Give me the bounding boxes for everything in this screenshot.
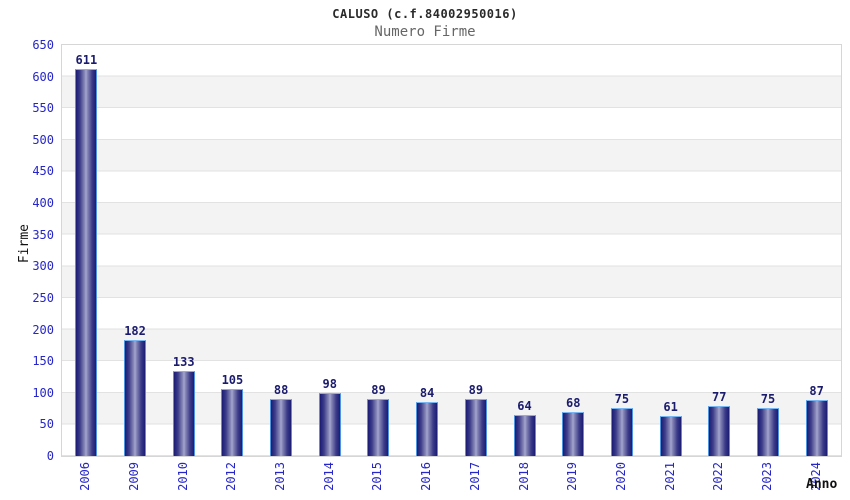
bar [562,412,585,456]
x-tick-label: 2015 [370,462,385,491]
bar-value-label: 89 [371,383,386,397]
bar [708,406,731,456]
x-tick-label: 2020 [613,462,628,491]
bar-value-label: 75 [760,392,776,406]
plot-area: 611 182 133 105 88 98 89 84 89 64 68 75 61 77 75 87 [61,44,842,457]
bar [610,408,633,456]
x-tick-label: 2009 [127,462,142,491]
x-axis-label: Anno [806,477,838,492]
x-tick-label: 2023 [759,462,774,491]
y-tick-label: 200 [32,322,54,337]
x-tick-label: 2013 [273,462,288,491]
x-tick-label: 2022 [711,462,726,491]
bar [221,389,244,456]
x-tick-label: 2006 [78,462,93,491]
bar-value-label: 105 [221,373,244,387]
bars-layer: 611 182 133 105 88 98 89 84 89 64 68 75 61 77 75 87 [62,45,841,456]
x-tick-label: 2017 [467,462,482,491]
bar [464,399,487,456]
bar [805,400,828,456]
y-tick-label: 650 [32,38,54,52]
x-tick-label: 2010 [175,462,190,491]
y-tick-label: 0 [46,449,54,463]
x-tick-label: 2012 [224,462,239,491]
bar-value-label: 75 [614,392,630,406]
y-tick-label: 350 [32,227,54,242]
chart-title: CALUSO (c.f.84002950016) [332,7,518,21]
bar [270,399,293,456]
x-tick-label: 2021 [662,462,677,491]
bar [416,402,439,456]
y-tick-label: 500 [32,132,54,147]
bar-value-label: 64 [517,399,532,413]
y-tick-label: 100 [32,385,54,400]
bar [756,408,779,456]
bar-value-label: 84 [419,386,435,400]
bar [75,69,98,456]
y-tick-label: 50 [39,417,54,432]
bar-value-label: 611 [75,53,98,67]
y-tick-label: 400 [32,196,54,211]
x-tick-label: 2016 [419,462,434,491]
bar [659,416,682,456]
bar [124,340,147,456]
bar-value-label: 133 [172,355,195,369]
chart-subtitle: Numero Firme [374,24,476,40]
bar [367,399,390,456]
x-tick-label: 2018 [516,462,531,491]
bar-value-label: 77 [712,390,727,404]
x-tick-label: 2019 [565,462,580,491]
bar-value-label: 87 [809,384,824,398]
bar-value-label: 68 [565,396,581,410]
bar-value-label: 182 [124,324,146,338]
y-tick-label: 150 [32,354,54,369]
x-tick-label: 2014 [321,462,336,491]
y-tick-label: 300 [32,259,54,274]
bar [513,415,536,456]
bar-value-label: 98 [322,377,337,391]
y-tick-label: 450 [32,164,54,179]
bar-value-label: 88 [273,383,289,397]
y-tick-label: 550 [32,101,54,116]
y-tick-label: 250 [32,290,54,305]
bar-value-label: 89 [468,383,484,397]
bar-value-label: 61 [663,400,678,414]
bar [172,371,195,456]
bar [318,393,341,456]
y-tick-label: 600 [32,69,54,84]
